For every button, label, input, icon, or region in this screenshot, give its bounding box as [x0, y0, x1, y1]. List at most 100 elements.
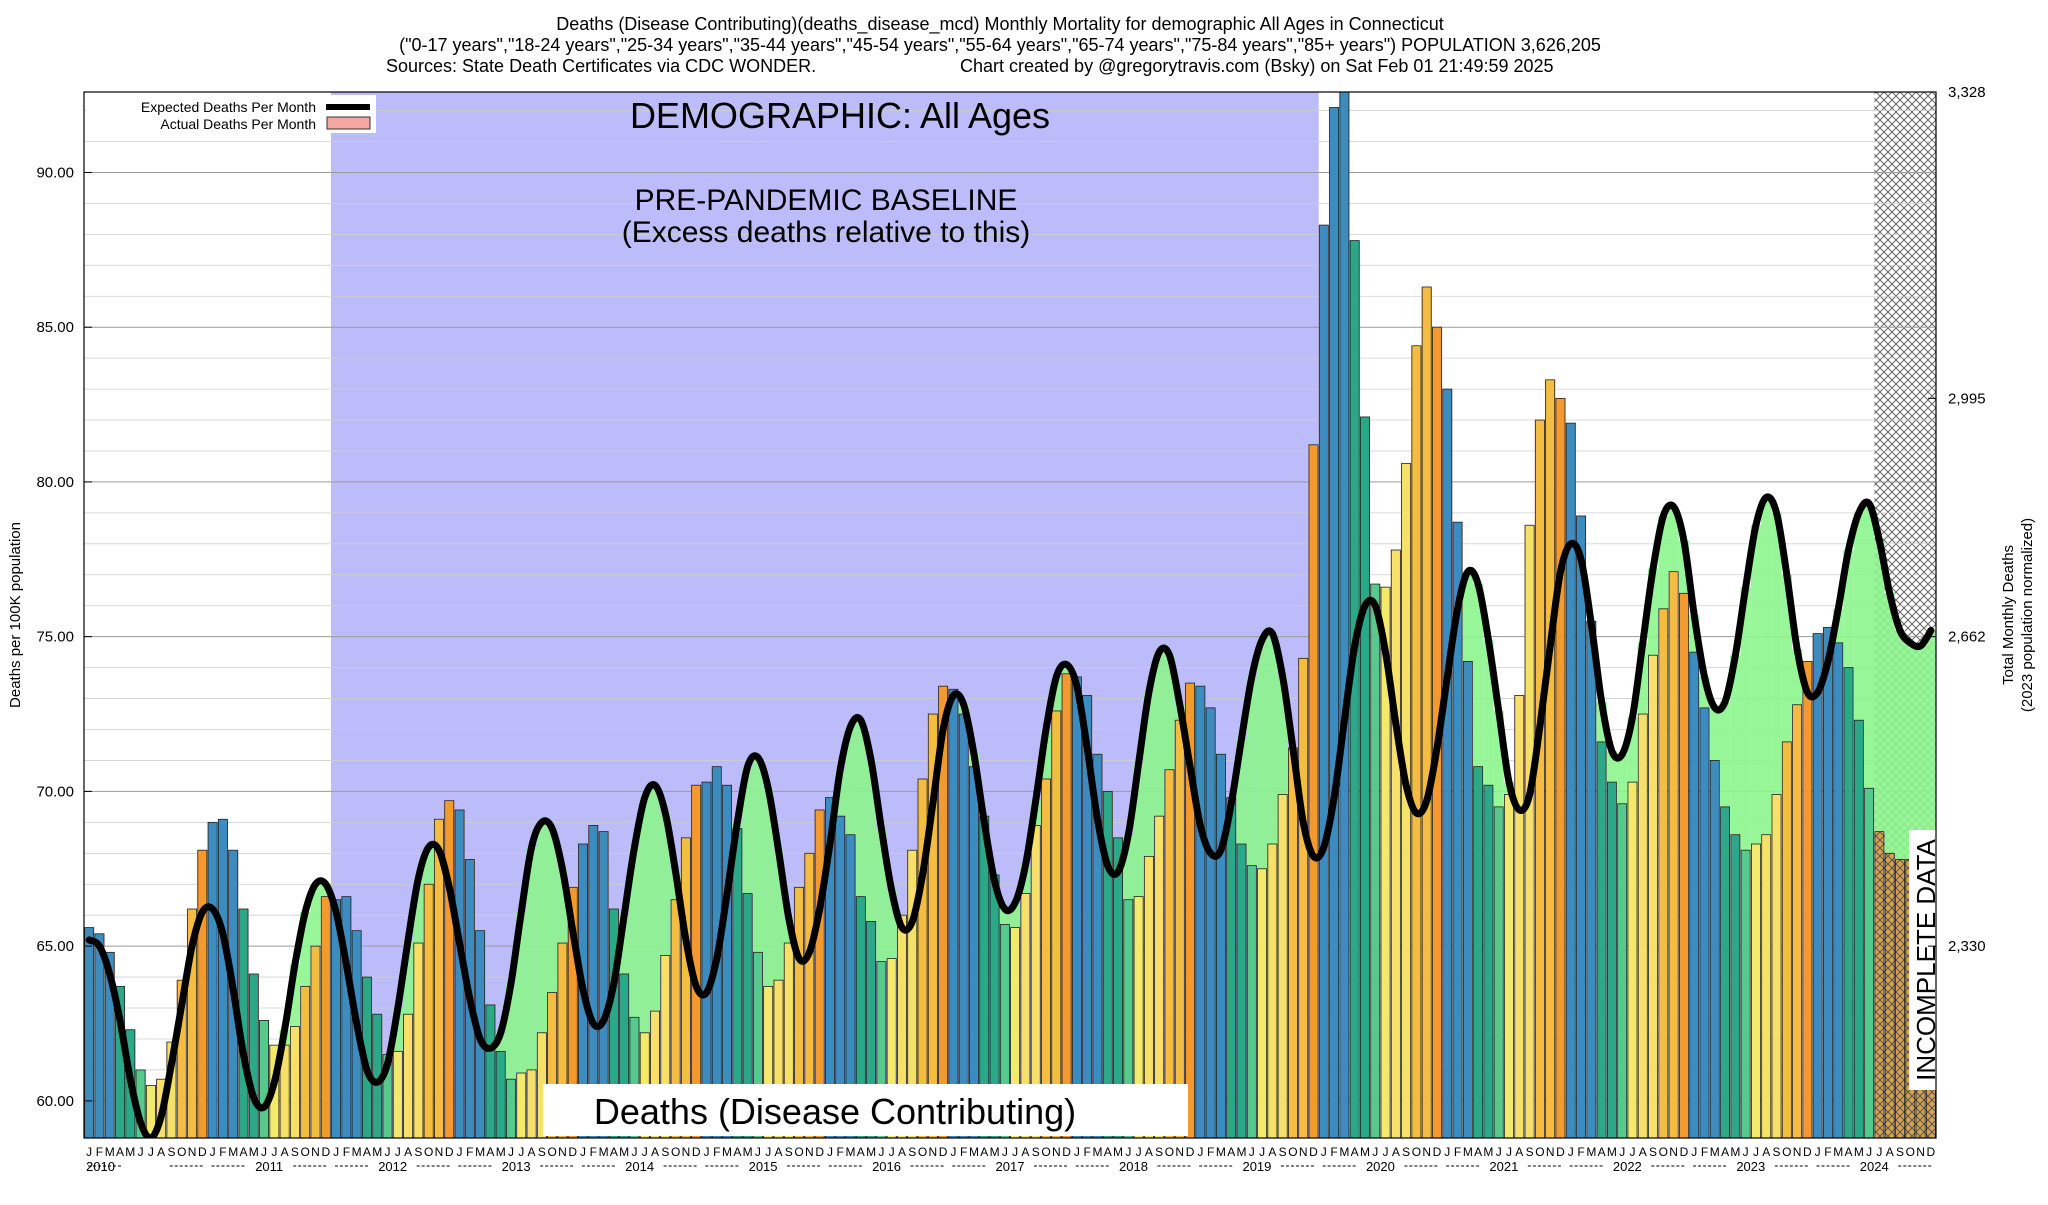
x-month-label: N: [188, 1145, 197, 1159]
x-month-label: A: [651, 1145, 659, 1159]
x-month-label: S: [908, 1145, 916, 1159]
x-month-label: S: [1279, 1145, 1287, 1159]
bar: [1586, 620, 1597, 1138]
y-tick-label: 90.00: [36, 164, 74, 181]
deficit-fill: [423, 847, 434, 885]
x-month-label: F: [1701, 1145, 1708, 1159]
bar: [1010, 927, 1021, 1138]
deficit-fill: [557, 868, 568, 944]
bar: [1164, 769, 1175, 1138]
x-month-label: J: [457, 1145, 463, 1159]
x-month-label: M: [1360, 1145, 1370, 1159]
x-year-label: 2018: [1119, 1159, 1148, 1174]
deficit-fill: [649, 785, 661, 1012]
bar: [1853, 719, 1864, 1138]
x-month-label: D: [1556, 1145, 1565, 1159]
bar: [1215, 753, 1226, 1138]
bar: [217, 818, 228, 1138]
bar: [1699, 707, 1710, 1138]
bar: [1236, 843, 1247, 1138]
x-month-label: M: [1216, 1145, 1226, 1159]
x-month-label: F: [219, 1145, 226, 1159]
x-month-label: A: [1145, 1145, 1153, 1159]
x-month-label: A: [1351, 1145, 1359, 1159]
x-month-label: J: [518, 1145, 524, 1159]
x-month-label: M: [1854, 1145, 1864, 1159]
x-month-label: A: [980, 1145, 988, 1159]
deficit-fill: [1843, 550, 1854, 668]
x-month-label: M: [969, 1145, 979, 1159]
x-year-label: 2021: [1489, 1159, 1518, 1174]
x-month-label: N: [1299, 1145, 1308, 1159]
bar: [1380, 586, 1391, 1138]
x-month-label: M: [372, 1145, 382, 1159]
x-month-label: A: [1721, 1145, 1729, 1159]
bar: [1545, 379, 1556, 1138]
x-month-label: J: [261, 1145, 267, 1159]
bar: [392, 1050, 403, 1138]
deficit-fill: [310, 884, 321, 947]
x-month-label: M: [1113, 1145, 1123, 1159]
bar: [1884, 852, 1895, 1138]
x-month-label: O: [1288, 1145, 1297, 1159]
bar: [403, 1013, 414, 1138]
bar: [1606, 781, 1617, 1138]
deficit-fill: [516, 912, 527, 1074]
x-month-label: J: [86, 1145, 92, 1159]
deficit-fill: [1668, 506, 1679, 572]
deficit-fill: [639, 797, 650, 1033]
deficit-fill: [536, 822, 547, 1033]
bar: [608, 908, 619, 1138]
x-month-label: J: [1321, 1145, 1327, 1159]
bar: [207, 821, 218, 1138]
x-month-label: A: [1515, 1145, 1523, 1159]
x-month-label: A: [363, 1145, 371, 1159]
legend-actual-label: Actual Deaths Per Month: [160, 116, 316, 132]
bar: [835, 815, 846, 1138]
banner-box: [543, 1084, 1188, 1136]
deficit-fill: [547, 828, 558, 993]
bar: [876, 961, 887, 1138]
bar: [320, 896, 331, 1138]
bar: [485, 1004, 496, 1138]
deficit-fill: [845, 726, 856, 835]
bar: [1678, 592, 1689, 1138]
bar: [526, 1069, 537, 1138]
deficit-fill: [1719, 701, 1731, 807]
deficit-fill: [1236, 738, 1247, 845]
y2-axis-label-line2: (2023 population normalized): [2019, 518, 2036, 712]
x-month-label: N: [435, 1145, 444, 1159]
demographic-title: DEMOGRAPHIC: All Ages: [630, 95, 1050, 136]
deficit-fill: [876, 828, 887, 962]
bar: [1740, 849, 1751, 1138]
bar: [1864, 787, 1875, 1138]
x-month-label: J: [1136, 1145, 1142, 1159]
deficit-fill: [1483, 639, 1494, 786]
x-year-label: 2010: [86, 1159, 115, 1174]
x-month-label: A: [1227, 1145, 1235, 1159]
header-line3-right: Chart created by @gregorytravis.com (Bsk…: [960, 56, 1554, 76]
deficit-fill: [505, 983, 517, 1080]
bar: [567, 886, 578, 1138]
x-month-label: O: [301, 1145, 310, 1159]
x-month-label: J: [827, 1145, 833, 1159]
x-month-label: A: [733, 1145, 741, 1159]
x-month-label: M: [1463, 1145, 1473, 1159]
bar: [1370, 583, 1381, 1138]
bar: [300, 985, 311, 1138]
bar: [1668, 571, 1679, 1138]
x-month-label: J: [333, 1145, 339, 1159]
bar: [783, 942, 794, 1138]
legend: Expected Deaths Per Month Actual Deaths …: [86, 95, 376, 133]
bar: [1360, 416, 1370, 1138]
x-month-label: J: [1815, 1145, 1821, 1159]
bar: [248, 973, 259, 1138]
x-month-label: M: [1607, 1145, 1617, 1159]
x-month-label: J: [1629, 1145, 1635, 1159]
bar: [1473, 766, 1484, 1138]
x-month-label: O: [1041, 1145, 1050, 1159]
x-month-label: J: [703, 1145, 709, 1159]
bar: [1123, 899, 1134, 1138]
deficit-fill: [1781, 574, 1792, 742]
